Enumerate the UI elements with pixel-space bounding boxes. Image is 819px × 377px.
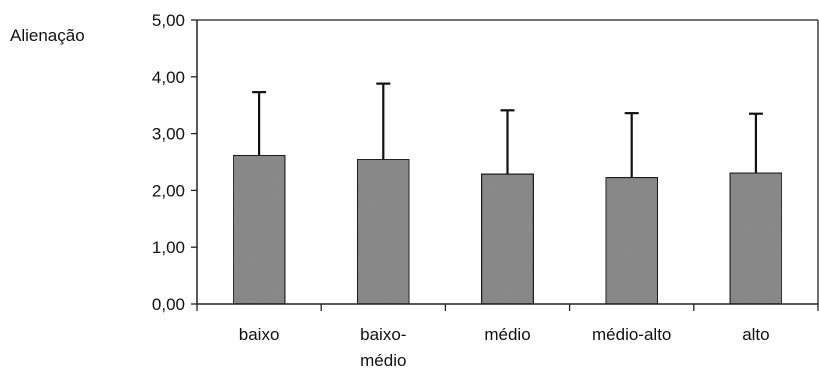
bar-2: [480, 173, 535, 305]
bar-0: [232, 154, 286, 305]
x-tick-label-3: médio-alto: [592, 325, 671, 344]
bar-1: [356, 158, 411, 305]
x-tick-label-line: médio: [484, 325, 530, 344]
x-tick-label-line: alto: [742, 325, 769, 344]
x-tick-label-2: médio: [484, 325, 530, 344]
bar-3: [604, 176, 659, 305]
y-axis-title: Alienação: [10, 26, 85, 45]
x-tick-label-line: baixo-: [360, 325, 406, 344]
x-tick-label-0: baixo: [239, 325, 280, 344]
y-tick-label-2: 2,00: [152, 181, 185, 200]
x-tick-label-1: baixo-médio: [360, 325, 406, 370]
y-tick-label-5: 5,00: [152, 11, 185, 30]
x-tick-label-line: médio-alto: [592, 325, 671, 344]
bar-4: [729, 171, 783, 305]
x-tick-label-line: médio: [360, 351, 406, 370]
y-tick-label-3: 3,00: [152, 125, 185, 144]
x-tick-label-4: alto: [742, 325, 769, 344]
y-tick-label-1: 1,00: [152, 238, 185, 257]
plot-area: 0,00 1,00 2,00 3,00 4,00 5,00 baixo baixo-médio…: [152, 11, 819, 370]
x-tick-label-line: baixo: [239, 325, 280, 344]
y-tick-label-0: 0,00: [152, 295, 185, 314]
y-tick-label-4: 4,00: [152, 68, 185, 87]
